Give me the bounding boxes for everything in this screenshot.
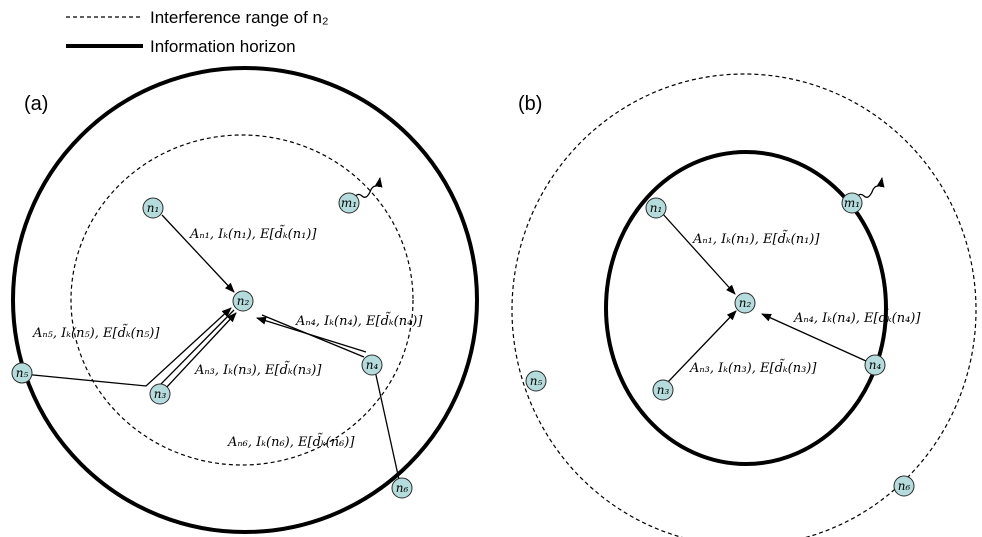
panel-b-edge-n1-n2 xyxy=(661,212,736,295)
panel-a-annotation-n5: Aₙ₅, Iₖ(n₅), E[d̃ₖ(n₅)] xyxy=(32,324,160,341)
panel-a-edge-n3-n2-inner xyxy=(164,312,237,390)
panel-b-annotation-n1: Aₙ₁, Iₖ(n₁), E[d̃ₖ(n₁)] xyxy=(692,230,820,247)
panel-a-edge-n6-path xyxy=(373,365,401,485)
panel-a-edge-n5-path xyxy=(22,307,232,387)
panel-a-annotation-n4: Aₙ₄, Iₖ(n₄), E[d̃ₖ(n₄)] xyxy=(295,312,423,329)
panel-b-edge-n4-n2 xyxy=(761,313,867,362)
panel-a-edge-n4-n2-inner xyxy=(256,316,367,353)
svg-text:m₁: m₁ xyxy=(341,196,357,210)
panel-a-node-n3: n₃ xyxy=(149,383,171,405)
panel-a-m1-wave xyxy=(353,177,383,199)
legend-thick-label: Information horizon xyxy=(150,37,296,56)
panel-a-information-horizon xyxy=(11,66,479,534)
svg-text:n₅: n₅ xyxy=(530,374,543,388)
panel-a-edge-n1-n2 xyxy=(161,214,235,293)
panel-a-interference-range xyxy=(70,134,414,466)
panel-a-label: (a) xyxy=(24,93,48,115)
panel-b-information-horizon xyxy=(604,150,888,466)
panel-b-annotation-n4: Aₙ₄, Iₖ(n₄), E[d̃ₖ(n₄)] xyxy=(793,309,921,326)
panel-b-m1-wave xyxy=(855,177,885,199)
panel-b-node-n6: n₆ xyxy=(893,475,915,497)
panel-b-annotation-n3: Aₙ₃, Iₖ(n₃), E[d̃ₖ(n₃)] xyxy=(689,359,817,376)
svg-text:n₁: n₁ xyxy=(650,201,663,215)
panel-b-node-n4: n₄ xyxy=(864,354,886,376)
panel-b-node-n3: n₃ xyxy=(652,379,674,401)
svg-text:n₆: n₆ xyxy=(898,479,911,493)
panel-b-node-n1: n₁ xyxy=(645,197,667,219)
panel-a-annotation-n3: Aₙ₃, Iₖ(n₃), E[d̃ₖ(n₃)] xyxy=(194,361,322,378)
panel-a-node-n2: n₂ xyxy=(232,290,254,312)
svg-text:m₁: m₁ xyxy=(844,196,860,210)
panel-b-interference-range xyxy=(511,73,977,537)
svg-text:n₃: n₃ xyxy=(154,387,167,401)
panel-a-annotation-n1: Aₙ₁, Iₖ(n₁), E[d̃ₖ(n₁)] xyxy=(189,225,317,242)
legend: Interference range of n₂ Information hor… xyxy=(66,8,329,56)
panel-a-node-n1: n₁ xyxy=(142,197,164,219)
panel-a-annotation-n6: Aₙ₆, Iₖ(n₆), E[d̃ₖ(n₆)] xyxy=(227,433,355,450)
panel-a-node-n5: n₅ xyxy=(11,362,33,384)
svg-text:n₅: n₅ xyxy=(16,366,29,380)
panel-b: (b) n₁ n₂ n₃ n₄ n₅ n₆ xyxy=(511,73,977,537)
panel-a-node-n6: n₆ xyxy=(391,477,413,499)
svg-text:n₄: n₄ xyxy=(366,358,379,372)
panel-b-edge-n3-n2 xyxy=(667,310,737,383)
svg-text:n₄: n₄ xyxy=(869,358,882,372)
panel-b-node-n5: n₅ xyxy=(525,370,547,392)
svg-text:n₆: n₆ xyxy=(396,481,409,495)
svg-text:n₂: n₂ xyxy=(237,294,250,308)
svg-text:n₃: n₃ xyxy=(657,383,670,397)
svg-text:n₁: n₁ xyxy=(147,201,160,215)
panel-b-node-n2: n₂ xyxy=(734,292,756,314)
panel-b-label: (b) xyxy=(518,93,542,115)
panel-a-node-m1: m₁ xyxy=(338,192,360,214)
panel-b-node-m1: m₁ xyxy=(841,192,863,214)
svg-text:n₂: n₂ xyxy=(739,296,752,310)
panel-a-node-n4: n₄ xyxy=(361,354,383,376)
panel-a: (a) n₁ n₂ n₃ n₄ xyxy=(11,66,479,534)
panel-a-edge-n3-n2 xyxy=(159,309,235,386)
legend-dashed-label: Interference range of n₂ xyxy=(150,8,329,27)
